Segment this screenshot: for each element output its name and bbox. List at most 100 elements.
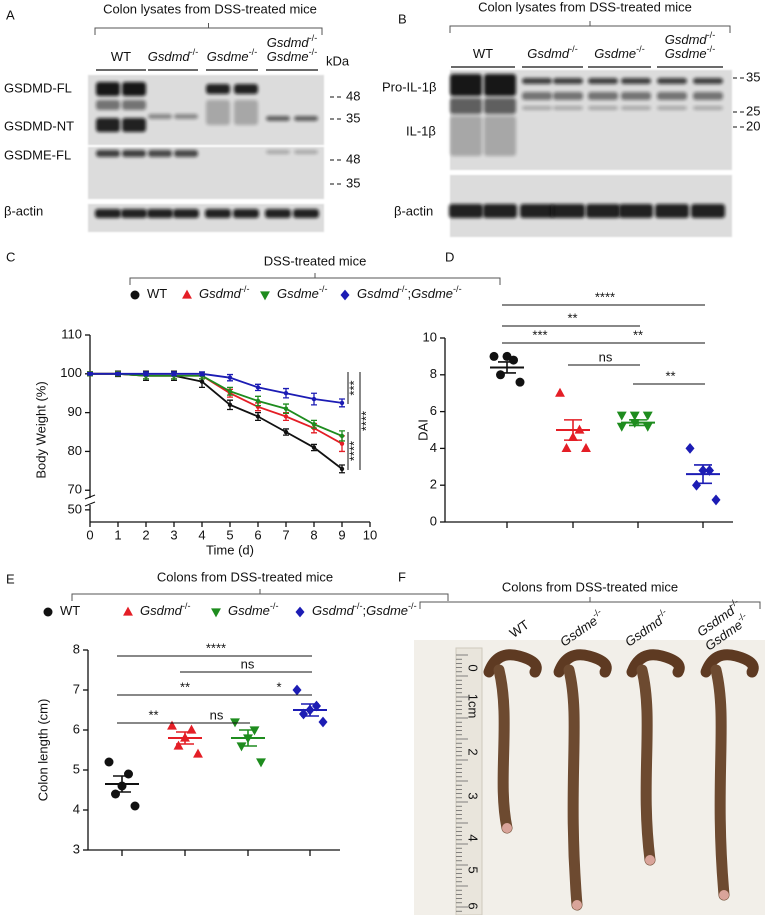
significance-label: ** (633, 327, 643, 342)
blot-band (96, 82, 120, 96)
data-point (171, 371, 177, 377)
blot-band (174, 114, 198, 119)
row-label: GSDMD-NT (4, 118, 74, 133)
title-bracket (94, 23, 323, 35)
blot-band (621, 78, 651, 84)
point (130, 801, 140, 811)
data-point (339, 466, 345, 472)
blot-band (657, 92, 687, 100)
colon-body (636, 664, 656, 866)
data-point (227, 375, 233, 380)
y-tick-label: 50 (68, 501, 82, 516)
point (616, 422, 627, 432)
marker-label: 35 (746, 69, 760, 84)
blot-band (122, 150, 146, 157)
legend-label: WT (147, 286, 167, 301)
group-label: Gsdme-/- (594, 44, 645, 61)
blot-band (553, 78, 583, 84)
data-point (199, 371, 205, 377)
blot-band (522, 92, 552, 100)
y-tick-label: 6 (73, 721, 80, 736)
legend-label: WT (60, 603, 80, 618)
sem-bar (239, 729, 257, 747)
point (629, 411, 640, 421)
blot-band (294, 150, 318, 154)
marker-label: 20 (746, 118, 760, 133)
chart-title: DSS-treated mice (264, 253, 367, 268)
marker-label: 48 (346, 88, 360, 103)
blot-band (657, 106, 687, 110)
x-axis-label: Time (d) (206, 542, 254, 557)
blot-band (96, 118, 120, 132)
x-tick-label: 10 (363, 527, 377, 542)
data-point (143, 371, 149, 377)
blot-band (265, 209, 291, 218)
panel-letter: A (6, 7, 15, 22)
row-label: IL-1β (406, 123, 436, 138)
data-point (311, 396, 317, 402)
blot-band (693, 78, 723, 84)
significance-label: ns (599, 349, 613, 364)
ruler-label: 6 (466, 902, 481, 909)
data-point (283, 414, 289, 419)
point (173, 740, 184, 750)
data-point (283, 429, 289, 435)
x-tick-label: 6 (254, 527, 261, 542)
legend-label: Gsdmd-/- (199, 284, 250, 301)
marker-label: 48 (346, 151, 360, 166)
row-label: Pro-IL-1β (382, 79, 436, 94)
data-point (255, 398, 261, 404)
legend-label: Gsdmd-/- (140, 601, 191, 618)
blot-band (484, 116, 516, 156)
legend-marker (123, 606, 133, 616)
x-tick-label: 3 (170, 527, 177, 542)
colon-head (483, 649, 542, 678)
sem-bar (113, 775, 131, 793)
blot-band (484, 98, 516, 114)
blot-band (450, 74, 482, 96)
axis-break (84, 501, 96, 507)
row-label: GSDMD-FL (4, 80, 72, 95)
panel-letter: E (6, 571, 15, 586)
chart-title: Colons from DSS-treated mice (157, 569, 333, 584)
blot-band (655, 204, 689, 218)
y-tick-label: 110 (61, 326, 82, 341)
data-point (255, 414, 261, 419)
series-line (90, 372, 343, 470)
y-tick-label: 2 (430, 477, 437, 492)
panel-title: Colon lysates from DSS-treated mice (478, 0, 692, 14)
colon-tip (645, 855, 655, 865)
group-label: Gsdmd-/- (148, 47, 199, 64)
point (292, 684, 302, 696)
x-tick-label: 8 (310, 527, 317, 542)
legend-marker (130, 290, 140, 300)
series-line (90, 372, 343, 437)
panel-letter: D (445, 249, 454, 264)
ruler-label: 5 (466, 866, 481, 873)
ruler-label: 2 (466, 748, 481, 755)
y-tick-label: 10 (423, 329, 437, 344)
y-tick-label: 80 (68, 443, 82, 458)
blot-band (96, 100, 120, 110)
blot-membrane (88, 204, 324, 232)
x-tick-label: 7 (282, 527, 289, 542)
data-point (115, 371, 121, 377)
data-point (283, 406, 289, 411)
blot-band (588, 92, 618, 100)
blot-band (205, 209, 231, 218)
title-bracket (449, 21, 731, 33)
data-point (255, 385, 261, 390)
blot-band (293, 209, 319, 218)
group-label: Gsdmd-/- (527, 44, 578, 61)
legend-marker (260, 291, 270, 301)
sem-bar (694, 464, 712, 485)
title-bracket (129, 273, 501, 285)
group-label: Gsdme-/- (207, 47, 258, 64)
series-line (90, 372, 343, 404)
blot-band (588, 106, 618, 110)
data-point (339, 441, 345, 446)
blot-band (148, 114, 172, 119)
title-bracket (419, 597, 761, 609)
blot-band (588, 78, 618, 84)
